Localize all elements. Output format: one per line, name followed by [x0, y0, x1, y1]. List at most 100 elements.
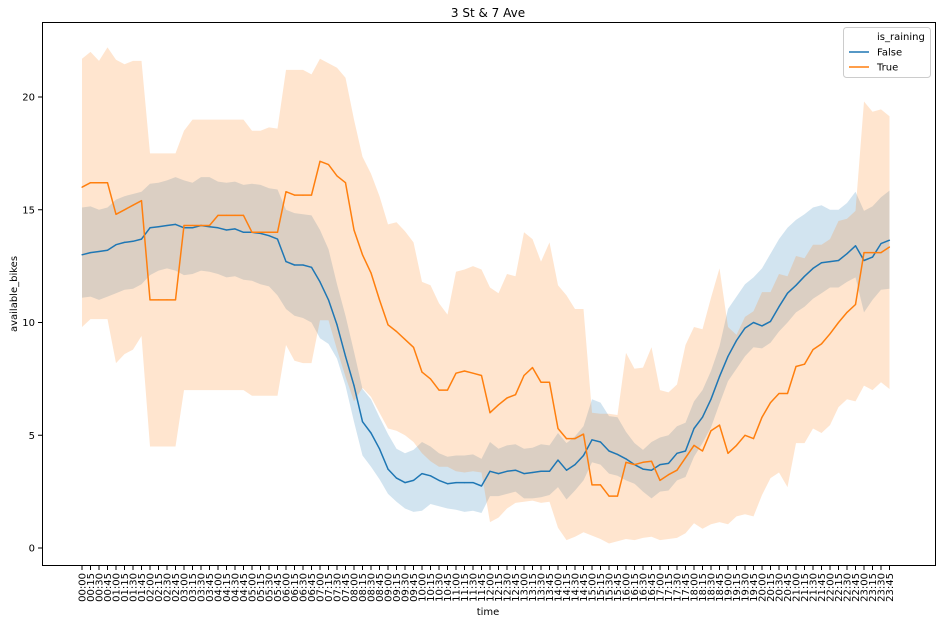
x-tick-label: 13:45 — [545, 573, 556, 602]
x-tick-label: 12:45 — [511, 573, 522, 602]
x-tick-label: 06:15 — [290, 573, 301, 602]
x-tick-label: 01:30 — [129, 573, 140, 602]
data-point-false — [769, 320, 772, 322]
x-tick-label: 01:00 — [112, 573, 123, 602]
data-point-false — [701, 416, 704, 418]
data-point-true — [412, 346, 415, 348]
x-tick-label: 19:30 — [741, 573, 752, 602]
data-point-false — [89, 252, 92, 254]
data-point-false — [412, 479, 415, 481]
data-point-false — [608, 450, 610, 452]
data-point-true — [599, 484, 602, 486]
data-point-true — [786, 392, 789, 395]
data-point-true — [336, 175, 338, 177]
data-point-false — [565, 469, 568, 471]
data-point-false — [557, 459, 559, 461]
x-tick-label: 15:15 — [596, 573, 607, 602]
x-tick-label: 06:45 — [307, 573, 318, 602]
data-point-true — [718, 424, 721, 426]
confidence-bands — [82, 47, 890, 544]
x-tick-label: 12:00 — [486, 573, 497, 602]
data-point-true — [744, 434, 746, 436]
data-point-true — [361, 254, 364, 256]
data-point-false — [506, 470, 508, 472]
data-point-false — [480, 485, 483, 487]
data-point-true — [837, 321, 840, 324]
data-point-true — [217, 214, 219, 216]
x-tick-label: 19:45 — [749, 573, 760, 602]
data-point-true — [421, 371, 423, 373]
data-point-false — [344, 355, 347, 357]
x-tick-label: 12:30 — [503, 573, 514, 602]
data-point-true — [293, 194, 296, 196]
data-point-true — [506, 397, 508, 399]
data-point-false — [208, 226, 211, 228]
x-tick-label: 21:30 — [809, 573, 820, 602]
data-point-true — [463, 370, 466, 372]
data-point-true — [208, 224, 211, 227]
x-tick-label: 18:30 — [707, 573, 718, 602]
data-point-true — [251, 231, 253, 233]
data-point-true — [438, 389, 440, 391]
x-tick-label: 17:00 — [656, 573, 667, 602]
data-point-true — [497, 404, 500, 406]
x-tick-label: 20:30 — [775, 573, 786, 602]
data-point-true — [200, 224, 202, 227]
data-point-false — [140, 238, 143, 240]
x-tick-label: 10:00 — [418, 573, 429, 602]
data-point-false — [285, 261, 287, 263]
x-tick-label: 18:15 — [698, 573, 709, 602]
x-tick-label: 08:45 — [375, 573, 386, 602]
x-tick-label: 05:15 — [256, 573, 267, 602]
data-point-false — [684, 450, 687, 452]
data-point-false — [548, 470, 551, 472]
data-point-false — [863, 259, 865, 262]
data-point-true — [115, 213, 117, 215]
x-tick-label: 21:45 — [817, 573, 828, 602]
x-tick-label: 02:45 — [171, 573, 182, 602]
x-tick-label: 14:30 — [571, 573, 582, 602]
x-tick-label: 01:15 — [120, 573, 131, 602]
data-point-false — [157, 226, 160, 228]
data-point-true — [582, 433, 585, 435]
data-point-true — [540, 381, 542, 383]
data-point-true — [888, 246, 891, 248]
data-point-true — [829, 333, 831, 335]
data-point-true — [557, 427, 559, 430]
data-point-false — [463, 482, 466, 484]
x-tick-label: 08:15 — [358, 573, 369, 602]
plot-frame — [42, 22, 936, 566]
x-tick-label: 14:00 — [554, 573, 565, 602]
data-point-true — [548, 381, 551, 383]
data-point-true — [761, 416, 763, 418]
data-point-false — [531, 471, 534, 474]
data-point-true — [769, 402, 772, 404]
data-point-true — [106, 182, 109, 184]
data-point-true — [489, 412, 491, 414]
x-tick-label: 04:15 — [222, 573, 233, 602]
data-point-false — [421, 473, 423, 475]
x-tick-label: 22:00 — [826, 573, 837, 602]
data-point-true — [378, 299, 381, 301]
data-point-false — [387, 468, 389, 470]
x-tick-label: 13:00 — [520, 573, 531, 602]
data-point-false — [472, 482, 474, 484]
data-point-true — [531, 367, 534, 369]
data-point-true — [319, 160, 321, 162]
data-point-true — [327, 164, 330, 166]
data-point-true — [183, 224, 185, 227]
x-tick-label: 05:45 — [273, 573, 284, 602]
legend: is_raining False True — [843, 27, 931, 78]
x-tick-label: 19:15 — [732, 573, 743, 602]
y-tick-label: 0 — [29, 544, 35, 555]
data-point-true — [659, 479, 661, 481]
data-point-true — [812, 349, 814, 351]
x-tick-label: 23:00 — [860, 573, 871, 602]
x-tick-label: 17:45 — [681, 573, 692, 602]
data-point-true — [642, 461, 644, 463]
data-point-true — [395, 330, 398, 333]
x-tick-label: 08:00 — [350, 573, 361, 602]
data-point-true — [370, 272, 372, 274]
